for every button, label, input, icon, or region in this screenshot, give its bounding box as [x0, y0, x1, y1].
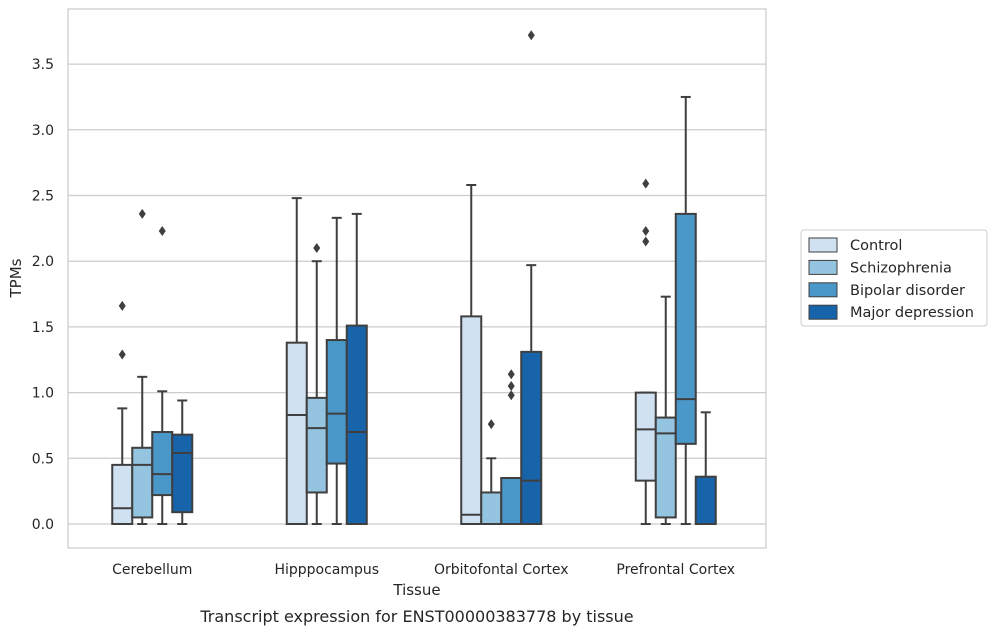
box-iqr [151, 431, 174, 497]
box-iqr [171, 433, 194, 514]
legend-swatch [808, 259, 838, 275]
box-iqr [500, 477, 523, 526]
box-hipppocampus-major-depression [345, 212, 368, 525]
box-cerebellum-bipolar-disorder [151, 225, 174, 525]
box-hipppocampus-schizophrenia [305, 243, 328, 525]
box-iqr [325, 339, 348, 465]
y-tick-label: 3.5 [32, 57, 54, 73]
box-prefrontal-cortex-control [634, 178, 657, 525]
y-tick-labels: 0.0 0.5 1.0 1.5 2.0 2.5 3.0 3.5 [32, 57, 54, 533]
y-tick-label: 2.5 [32, 189, 54, 205]
box-iqr [131, 446, 154, 519]
box-iqr [285, 341, 308, 525]
outlier-point [118, 300, 126, 311]
box-iqr [111, 463, 134, 525]
legend-swatch [808, 237, 838, 253]
x-tick-label: Prefrontal Cortex [616, 562, 735, 578]
chart-caption: Transcript expression for ENST0000038377… [199, 607, 633, 626]
box-iqr [520, 350, 543, 525]
y-tick-label: 3.0 [32, 123, 54, 139]
box-hipppocampus-bipolar-disorder [325, 216, 348, 525]
box-iqr [460, 315, 483, 525]
outlier-point [507, 390, 515, 401]
legend-swatch [808, 282, 838, 298]
legend-frame [800, 229, 988, 327]
box-cerebellum-major-depression [171, 399, 194, 525]
x-tick-label: Cerebellum [112, 562, 192, 578]
box-prefrontal-cortex-bipolar-disorder [674, 95, 697, 525]
box-iqr [634, 391, 657, 482]
outlier-point [158, 225, 166, 236]
box-iqr [480, 491, 503, 525]
box-prefrontal-cortex-schizophrenia [654, 295, 677, 525]
legend-label: Control [850, 238, 902, 254]
box-iqr [345, 324, 368, 525]
box-iqr [654, 416, 677, 519]
x-tick-label: Hipppocampus [274, 562, 379, 578]
box-hipppocampus-control [285, 197, 308, 525]
legend-label: Bipolar disorder [850, 283, 965, 299]
outlier-point [138, 208, 146, 219]
box-cerebellum-schizophrenia [131, 208, 154, 525]
outlier-point [118, 349, 126, 360]
y-tick-label: 2.0 [32, 254, 54, 270]
y-tick-label: 0.5 [32, 451, 54, 467]
outlier-point [507, 381, 515, 392]
x-axis-label: Tissue [392, 581, 440, 599]
plot-frame [67, 8, 767, 549]
outlier-point [642, 178, 650, 189]
x-tick-label: Orbitofontal Cortex [434, 562, 569, 578]
outlier-point [487, 419, 495, 430]
outlier-point [642, 236, 650, 247]
legend-label: Schizophrenia [850, 260, 952, 276]
y-tick-label: 0.0 [32, 517, 54, 533]
outlier-point [507, 369, 515, 380]
outlier-point [642, 225, 650, 236]
y-axis-label: TPMs [7, 258, 25, 298]
box-iqr [305, 396, 328, 494]
box-prefrontal-cortex-major-depression [694, 411, 717, 526]
box-iqr [694, 475, 717, 526]
legend-swatch [808, 304, 838, 320]
y-tick-label: 1.5 [32, 320, 54, 336]
x-tick-labels: Cerebellum Hipppocampus Orbitofontal Corte… [112, 562, 735, 578]
box-orbitofontal-cortex-control [460, 183, 483, 525]
legend-label: Major depression [850, 305, 974, 321]
box-orbitofontal-cortex-schizophrenia [480, 419, 503, 525]
box-cerebellum-control [111, 300, 134, 525]
outlier-point [313, 243, 321, 254]
box-iqr [674, 212, 697, 445]
y-tick-label: 1.0 [32, 386, 54, 402]
legend: Control Schizophrenia Bipolar disorder Majo… [800, 229, 988, 327]
outlier-point [527, 30, 535, 41]
box-groups [111, 30, 717, 526]
box-orbitofontal-cortex-major-depression [520, 30, 543, 525]
